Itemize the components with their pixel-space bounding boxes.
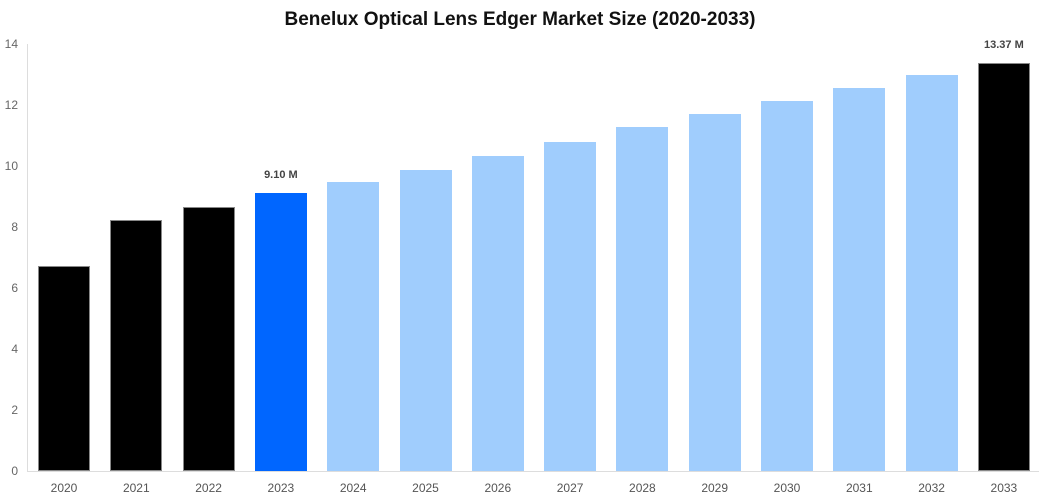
x-axis-line [27,471,1039,472]
y-tick-label: 12 [4,98,18,112]
bar-2022 [182,206,235,471]
bar-2023 [254,193,307,471]
bar-2027 [544,141,597,471]
x-tick-label: 2031 [845,481,873,495]
data-label-2033: 13.37 M [984,39,1024,52]
x-tick-label: 2030 [773,481,801,495]
x-tick-label: 2026 [484,481,512,495]
bar-2025 [399,169,452,471]
bar-2029 [688,114,741,471]
bar-2028 [616,126,669,471]
bar-2030 [761,101,813,471]
x-tick-label: 2028 [629,481,656,495]
x-tick-label: 2022 [195,481,222,495]
bar-2032 [905,75,958,471]
data-label-2023: 9.10 M [264,169,298,182]
x-tick-label: 2025 [412,481,439,495]
x-tick-label: 2029 [701,481,729,495]
bar-2024 [327,181,380,471]
y-tick-label: 0 [11,464,18,478]
bar-2031 [833,87,886,471]
bar-2020 [38,266,90,471]
x-tick-label: 2023 [267,481,295,495]
bar-2026 [471,155,524,471]
y-tick-label: 8 [11,220,18,234]
x-tick-label: 2032 [918,481,945,495]
y-tick-label: 2 [11,403,18,417]
chart-title: Benelux Optical Lens Edger Market Size (… [284,9,756,30]
y-tick-label: 14 [4,37,18,51]
bar-2033 [977,63,1030,471]
x-tick-label: 2024 [339,481,367,495]
x-tick-label: 2033 [990,481,1018,495]
y-tick-label: 6 [11,281,18,295]
x-tick-label: 2020 [50,481,78,495]
x-tick-label: 2027 [556,481,584,495]
y-tick-label: 10 [4,159,18,173]
bar-2021 [110,219,163,471]
y-axis-line [27,44,28,471]
x-tick-label: 2021 [122,481,150,495]
y-tick-label: 4 [11,342,18,356]
